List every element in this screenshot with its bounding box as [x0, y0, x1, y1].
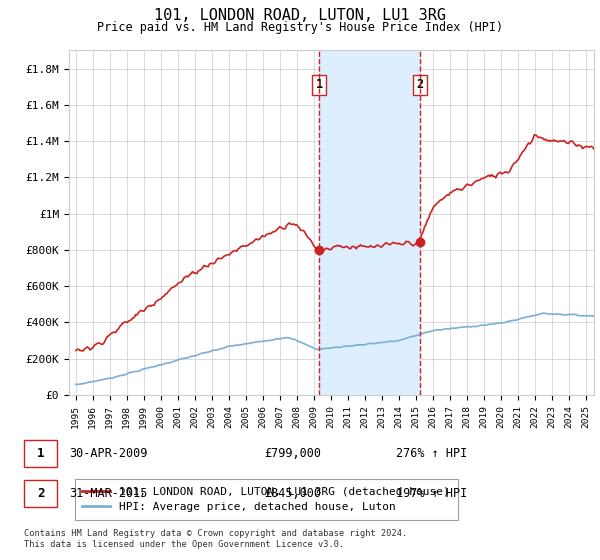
Text: 101, LONDON ROAD, LUTON, LU1 3RG: 101, LONDON ROAD, LUTON, LU1 3RG: [154, 8, 446, 24]
Text: 2: 2: [416, 78, 424, 91]
Text: 31-MAR-2015: 31-MAR-2015: [69, 487, 148, 501]
Text: 1: 1: [316, 78, 323, 91]
Text: Contains HM Land Registry data © Crown copyright and database right 2024.
This d: Contains HM Land Registry data © Crown c…: [24, 529, 407, 549]
Text: 30-APR-2009: 30-APR-2009: [69, 447, 148, 460]
Bar: [319, 50, 420, 395]
Text: 2: 2: [37, 487, 44, 501]
Text: 197% ↑ HPI: 197% ↑ HPI: [396, 487, 467, 501]
Text: Price paid vs. HM Land Registry's House Price Index (HPI): Price paid vs. HM Land Registry's House …: [97, 21, 503, 34]
Text: £845,000: £845,000: [264, 487, 321, 501]
Text: 1: 1: [37, 447, 44, 460]
Legend: 101, LONDON ROAD, LUTON, LU1 3RG (detached house), HPI: Average price, detached : 101, LONDON ROAD, LUTON, LU1 3RG (detach…: [74, 479, 458, 520]
Text: £799,000: £799,000: [264, 447, 321, 460]
Text: 276% ↑ HPI: 276% ↑ HPI: [396, 447, 467, 460]
